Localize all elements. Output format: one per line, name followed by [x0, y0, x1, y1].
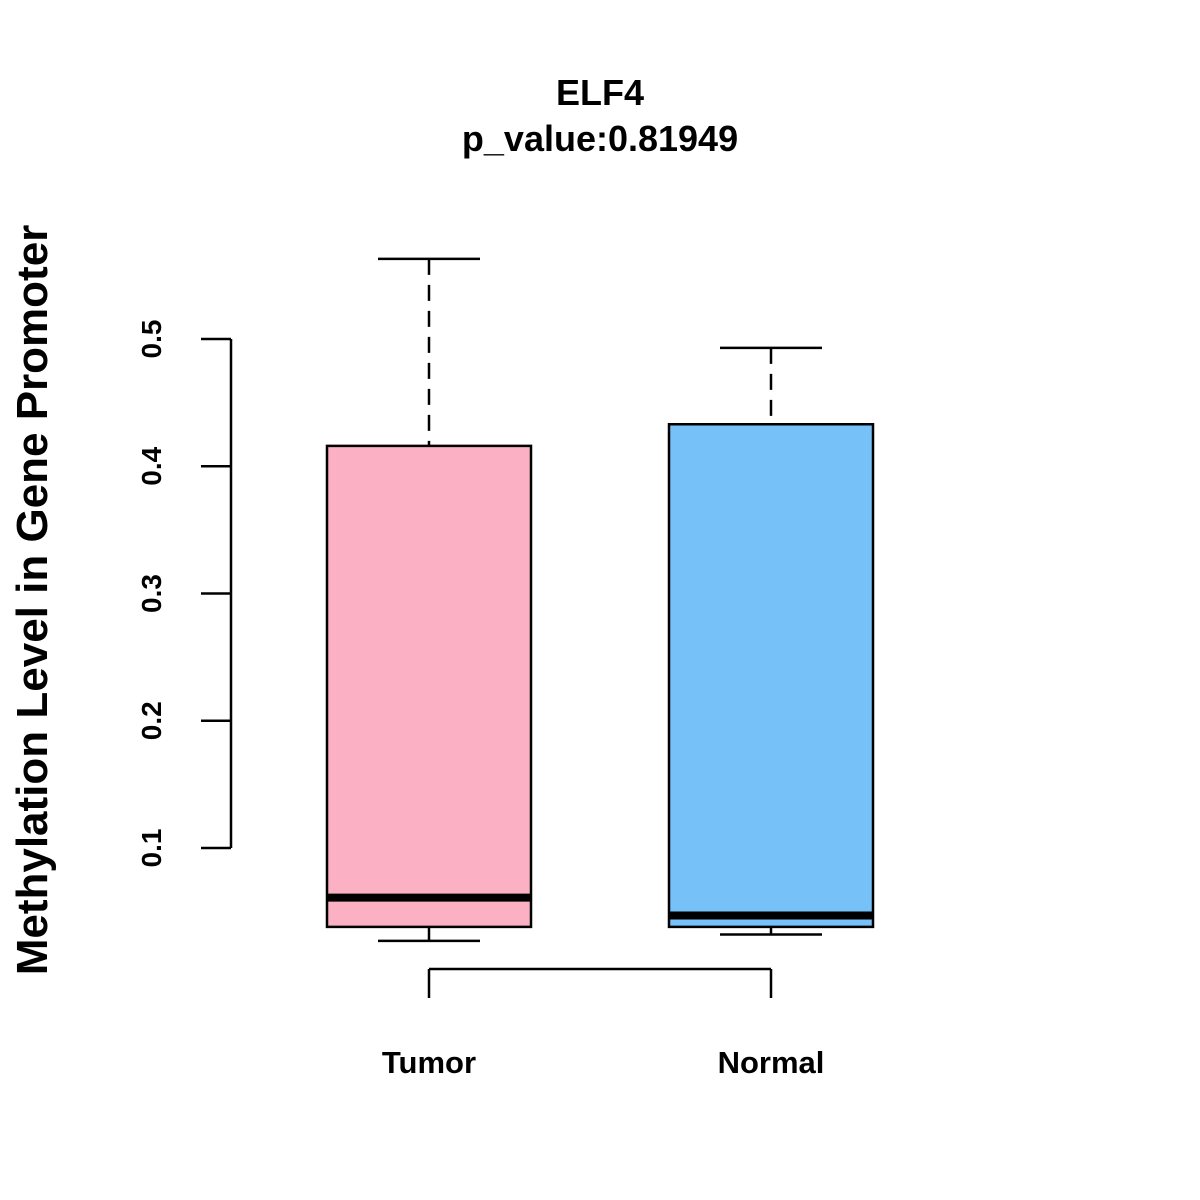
y-tick-label: 0.4 [136, 446, 167, 485]
y-tick-label: 0.1 [136, 829, 167, 868]
x-axis: Tumor Normal [382, 967, 825, 1080]
y-tick-label: 0.3 [136, 574, 167, 613]
box-normal [667, 346, 875, 936]
y-tick-label: 0.5 [136, 320, 167, 359]
box-tumor [325, 257, 533, 943]
chart-title: ELF4 [556, 72, 644, 113]
x-tick-label: Normal [718, 1045, 825, 1080]
box-body [325, 444, 533, 929]
box-body [667, 423, 875, 929]
y-axis: 0.1 0.2 0.3 0.4 0.5 [136, 320, 233, 868]
y-tick-label: 0.2 [136, 701, 167, 740]
y-axis-label: Methylation Level in Gene Promoter [8, 225, 57, 976]
chart-subtitle: p_value:0.81949 [462, 118, 738, 159]
boxes [325, 257, 875, 943]
x-tick-label: Tumor [382, 1045, 476, 1080]
